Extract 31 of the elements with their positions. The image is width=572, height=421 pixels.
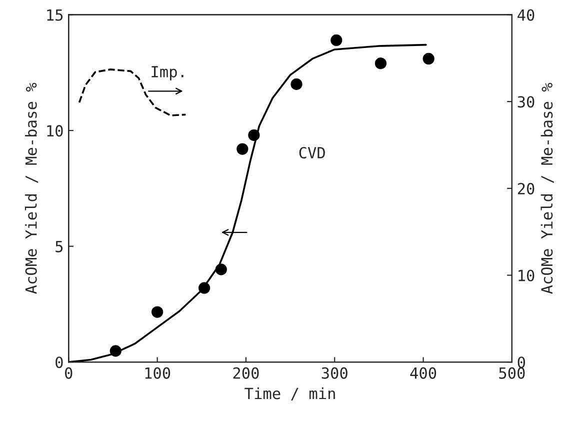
point bbox=[422, 52, 434, 65]
x-tick-label: 400 bbox=[410, 367, 436, 379]
x-tick-label: 200 bbox=[233, 367, 259, 379]
y-tick-label: 10 bbox=[47, 125, 63, 137]
y2-tick-label: 30 bbox=[518, 96, 534, 108]
series-label: Imp. bbox=[152, 66, 184, 80]
point bbox=[330, 34, 342, 46]
y2-tick-label: 20 bbox=[518, 182, 534, 194]
point bbox=[151, 306, 164, 318]
x-tick-label: 300 bbox=[322, 367, 348, 379]
y2-tick-label: 0 bbox=[518, 356, 526, 368]
y-tick-label: 0 bbox=[56, 356, 63, 368]
x-axis-title: Time / min bbox=[244, 387, 335, 400]
point bbox=[198, 282, 210, 294]
x-tick-label: 0 bbox=[65, 367, 72, 379]
point bbox=[248, 129, 260, 141]
x-tick-label: 100 bbox=[145, 367, 170, 379]
point bbox=[374, 58, 387, 70]
y-tick-label: 5 bbox=[56, 240, 63, 252]
point bbox=[290, 78, 302, 90]
y2-tick-label: 40 bbox=[518, 9, 534, 21]
y-axis-title: AcOMe Yield / Me-base % bbox=[24, 82, 38, 294]
point bbox=[236, 143, 248, 155]
x-tick-label: 500 bbox=[499, 367, 525, 379]
y-tick-label: 15 bbox=[47, 9, 63, 21]
point bbox=[110, 345, 122, 357]
y2-axis-title: AcOMe Yield / Me-base % bbox=[540, 82, 554, 294]
y2-tick-label: 10 bbox=[518, 270, 534, 282]
point bbox=[215, 264, 227, 276]
text: CVD bbox=[299, 146, 325, 159]
line-series bbox=[68, 44, 427, 362]
